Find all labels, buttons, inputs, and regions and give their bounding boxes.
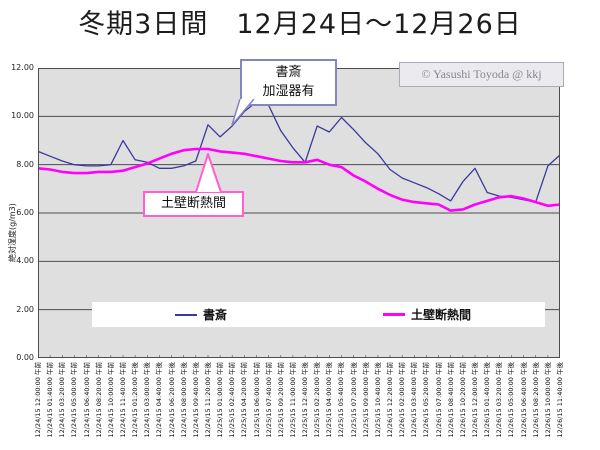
x-axis-label: 12/25/15 11:00:00 午前: [288, 362, 297, 438]
x-axis-label: 12/25/15 05:40:00 午後: [337, 362, 346, 438]
y-axis-label: 6.00: [16, 208, 34, 217]
x-axis-label: 12/25/15 10:40:00 午後: [373, 362, 382, 438]
x-axis-label: 12/24/15 05:00:00 午前: [70, 362, 79, 438]
x-axis-label: 12/25/15 06:00:00 午前: [252, 362, 261, 438]
study-callout-line1: 書斎: [275, 65, 302, 80]
series1-line: [38, 101, 560, 203]
x-axis-label: 12/26/15 05:20:00 午前: [422, 362, 431, 438]
x-axis-label: 12/24/15 03:00:00 午後: [143, 362, 152, 438]
wall-callout-text: 土壁断熱間: [160, 196, 226, 211]
x-axis-label: 12/26/15 10:00:00 午後: [543, 362, 552, 438]
copyright-badge: © Yasushi Toyoda @ kkj: [399, 62, 564, 87]
x-axis-label: 12/24/15 12:00:00 午前: [34, 362, 42, 438]
legend-label-wall: 土壁断熱間: [411, 308, 472, 322]
x-axis-label: 12/26/15 03:40:00 午前: [410, 362, 419, 438]
x-axis-label: 12/24/15 01:20:00 午後: [131, 362, 140, 438]
study-callout-line2: 加湿器有: [262, 84, 315, 99]
chart-title: 冬期3日間 12月24日～12月26日: [78, 9, 522, 40]
x-axis-label: 12/25/15 07:20:00 午後: [349, 362, 358, 438]
y-axis-label: 12.00: [11, 63, 34, 72]
x-axis-label: 12/25/15 02:40:00 午前: [228, 362, 237, 438]
x-axis-label: 12/26/15 07:00:00 午前: [434, 362, 443, 438]
x-axis-label: 12/24/15 10:00:00 午前: [106, 362, 115, 438]
wall-callout-pointer: [195, 153, 222, 193]
x-axis-label: 12/26/15 11:40:00 午後: [556, 362, 564, 438]
legend-entry-study: 書斎: [175, 302, 227, 327]
series2-line-swatch: [383, 313, 405, 316]
study-callout: 書斎 加湿器有: [240, 59, 337, 106]
x-axis-label: 12/26/15 03:20:00 午後: [495, 362, 504, 438]
x-axis-label: 12/26/15 06:40:00 午後: [519, 362, 528, 438]
x-axis-label: 12/25/15 09:00:00 午後: [361, 362, 370, 438]
x-axis-label: 12/25/15 12:40:00 午後: [301, 362, 310, 438]
y-axis-label: 0.00: [16, 353, 34, 362]
x-axis-label: 12/26/15 05:00:00 午後: [507, 362, 516, 438]
y-axis-label: 10.00: [11, 111, 34, 121]
y-axis-title: 絶対湿度(g/m3): [8, 203, 17, 262]
x-axis-label: 12/24/15 06:20:00 午後: [167, 362, 176, 438]
x-axis-label: 12/25/15 09:20:00 午前: [276, 362, 285, 438]
wall-callout: 土壁断熱間: [143, 191, 244, 217]
y-axis-label: 8.00: [16, 159, 34, 169]
x-axis-label: 12/24/15 06:40:00 午前: [82, 362, 91, 438]
x-axis-label: 12/26/15 01:40:00 午後: [483, 362, 492, 438]
x-axis-label: 12/25/15 01:00:00 午前: [216, 362, 225, 438]
series1-line-swatch: [175, 313, 197, 316]
x-axis-label: 12/26/15 12:20:00 午前: [386, 362, 395, 438]
x-axis-label: 12/24/15 08:20:00 午前: [94, 362, 103, 438]
x-axis-label: 12/24/15 11:40:00 午前: [118, 362, 127, 438]
x-axis-label: 12/25/15 07:40:00 午前: [264, 362, 273, 438]
x-axis-label: 12/24/15 11:20:00 午後: [203, 362, 212, 438]
x-axis-label: 12/24/15 01:40:00 午前: [46, 362, 55, 438]
x-axis-label: 12/26/15 02:00:00 午前: [398, 362, 407, 438]
y-axis-label: 4.00: [16, 256, 34, 266]
x-axis-label: 12/24/15 08:00:00 午後: [179, 362, 188, 438]
x-axis-label: 12/25/15 02:20:00 午後: [313, 362, 322, 438]
series2-line: [38, 147, 560, 212]
x-axis-label: 12/26/15 08:40:00 午前: [446, 362, 455, 438]
x-axis-label: 12/26/15 08:20:00 午後: [531, 362, 540, 438]
study-callout-pointer: [231, 99, 255, 126]
x-axis-label: 12/24/15 03:20:00 午前: [58, 362, 67, 438]
legend: 書斎 土壁断熱間: [92, 302, 545, 327]
legend-label-study: 書斎: [203, 308, 228, 322]
x-axis-label: 12/25/15 04:00:00 午後: [325, 362, 334, 438]
x-axis-label: 12/24/15 04:40:00 午後: [155, 362, 164, 438]
x-axis-label: 12/26/15 12:00:00 午後: [471, 362, 480, 438]
x-axis-label: 12/26/15 10:20:00 午前: [458, 362, 467, 438]
plot-svg: [38, 68, 560, 358]
x-axis-label: 12/25/15 04:20:00 午前: [240, 362, 249, 438]
legend-entry-wall: 土壁断熱間: [383, 302, 471, 327]
x-axis-label: 12/24/15 09:40:00 午後: [191, 362, 200, 438]
y-axis-label: 2.00: [16, 304, 34, 314]
